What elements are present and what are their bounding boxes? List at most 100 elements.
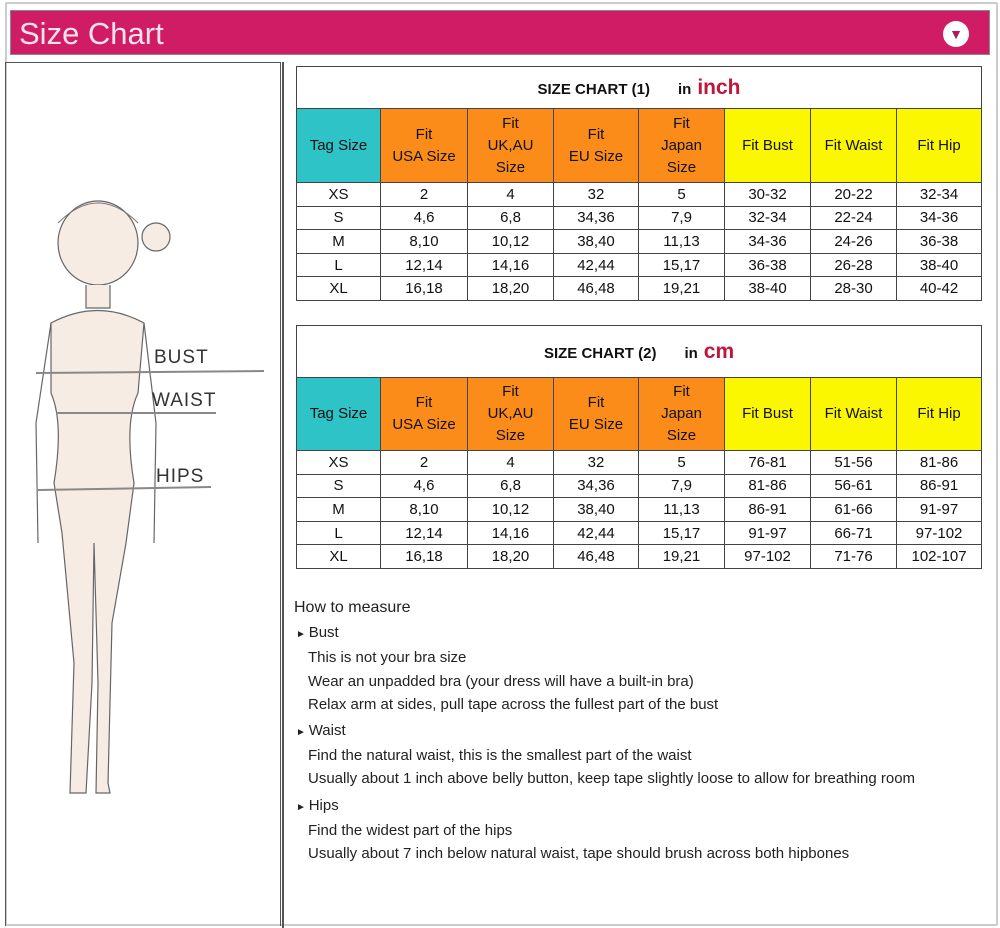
column-header-line: Fit Bust — [742, 405, 793, 422]
column-header-line: Fit — [673, 114, 690, 132]
column-header-line: USA Size — [392, 147, 456, 165]
table-cell: 61-66 — [810, 497, 897, 522]
column-header-line: Fit — [502, 383, 519, 400]
unit-prefix: in — [678, 80, 692, 98]
column-header: Tag Size — [296, 108, 381, 183]
column-header-line: EU Size — [568, 416, 624, 433]
table-cell: 12,14 — [380, 520, 468, 546]
measure-instruction: Find the widest part of the hips — [308, 821, 513, 839]
column-header-line: Fit Waist — [824, 405, 883, 422]
table-cell: 20-22 — [810, 182, 897, 207]
column-header-line: Fit — [673, 383, 690, 400]
table-cell: 97-102 — [895, 520, 983, 546]
column-header-line: Fit — [587, 125, 605, 143]
table-cell: 18,20 — [467, 544, 554, 569]
divider — [282, 62, 284, 928]
header-title: Size Chart — [19, 16, 164, 51]
table-cell: 5 — [638, 450, 725, 475]
measure-instruction: Usually about 1 inch above belly button,… — [308, 770, 916, 788]
table-row: XS 2 4 32 5 30-32 20-22 32-34 — [296, 182, 983, 207]
chevron-down-circle-icon[interactable]: ▼ — [943, 21, 969, 47]
table-cell: 14,16 — [467, 520, 554, 546]
table-cell: 38-40 — [895, 252, 983, 278]
table-cell: 2 — [380, 450, 468, 475]
table-cell: 30-32 — [724, 182, 811, 207]
column-header: Tag Size — [296, 377, 381, 451]
column-header-line: Size — [495, 427, 526, 444]
column-header: Fit UK,AU Size — [467, 377, 554, 451]
table-cell: XS — [296, 450, 381, 475]
column-header-line: Size — [495, 158, 526, 176]
table-cell: 19,21 — [638, 276, 725, 301]
table-row: XL 16,18 18,20 46,48 19,21 97-102 71-76 102-107 — [296, 544, 983, 569]
column-header-line: Tag Size — [309, 136, 368, 154]
table-cell: 32-34 — [895, 182, 983, 207]
table-cell: 26-28 — [810, 252, 897, 278]
column-header: Fit Waist — [810, 377, 897, 451]
table-cell: 6,8 — [467, 473, 554, 499]
column-header-line: USA Size — [392, 416, 456, 433]
table-cell: 16,18 — [380, 276, 468, 301]
column-header-line: Tag Size — [309, 405, 368, 422]
table-cell: 10,12 — [467, 497, 554, 522]
column-header-line: Fit — [415, 394, 433, 411]
column-header: Fit Japan Size — [638, 377, 725, 451]
column-header-line: UK,AU — [487, 405, 534, 422]
table-cell: 81-86 — [895, 450, 983, 475]
column-header-line: UK,AU — [487, 136, 534, 154]
table-cell: S — [296, 205, 381, 231]
table-cell: 91-97 — [895, 497, 983, 522]
column-header-line: Japan — [661, 405, 702, 422]
table-cell: 34-36 — [724, 229, 811, 254]
table-cell: 8,10 — [380, 497, 468, 522]
table-cell: 15,17 — [638, 252, 725, 278]
table-cell: 32 — [553, 450, 639, 475]
table-cell: 6,8 — [467, 205, 554, 231]
measure-section-heading: ► Waist — [294, 719, 915, 744]
measure-instruction: This is not your bra size — [308, 649, 467, 667]
column-header: Fit USA Size — [380, 108, 468, 183]
table-cell: 34-36 — [895, 205, 983, 231]
table-cell: 15,17 — [638, 520, 725, 546]
how-to-measure: How to measure ► Bust This is not your br… — [294, 596, 915, 865]
table-cell: 91-97 — [724, 520, 811, 546]
table-cell: 12,14 — [380, 252, 468, 278]
table-cell: 86-91 — [895, 473, 983, 499]
table-cell: 14,16 — [467, 252, 554, 278]
size-chart-header[interactable]: Size Chart ▼ — [10, 10, 990, 55]
column-header: Fit UK,AU Size — [467, 108, 554, 183]
table-cell: 5 — [638, 182, 725, 207]
table-cell: 36-38 — [724, 252, 811, 278]
table-row: L 12,14 14,16 42,44 15,17 91-97 66-71 97-102 — [296, 520, 983, 546]
column-header: Fit Hip — [895, 377, 983, 451]
table-row: XS 2 4 32 5 76-81 51-56 81-86 — [296, 450, 983, 475]
column-header: Fit EU Size — [553, 377, 639, 451]
arrow-right-icon: ► — [296, 801, 309, 813]
table-cell: 56-61 — [810, 473, 897, 499]
table-cell: XS — [296, 182, 381, 207]
table-cell: 28-30 — [810, 276, 897, 301]
size-chart-inch-table: SIZE CHART (1) in inch Tag Size Fit USA Size F… — [295, 66, 983, 301]
bust-label: BUST — [154, 347, 209, 368]
table-cell: 66-71 — [810, 520, 897, 546]
table-cell: 4,6 — [380, 473, 468, 499]
column-header-line: Fit Waist — [824, 136, 883, 154]
table-cell: 38,40 — [553, 229, 639, 254]
table-cell: M — [296, 497, 381, 522]
unit-label: inch — [697, 75, 741, 99]
table-cell: L — [296, 252, 381, 278]
table-cell: 19,21 — [638, 544, 725, 569]
table-cell: 22-24 — [810, 205, 897, 231]
table-cell: 2 — [380, 182, 468, 207]
table-cell: 32-34 — [724, 205, 811, 231]
table-cell: 7,9 — [638, 473, 725, 499]
table-cell: 71-76 — [810, 544, 897, 569]
table-cell: 51-56 — [810, 450, 897, 475]
unit-prefix: in — [684, 344, 698, 362]
table-title: SIZE CHART (1) in inch — [295, 66, 983, 109]
column-header: Fit USA Size — [380, 377, 468, 451]
column-header: Fit Bust — [724, 108, 811, 183]
section-name: Waist — [308, 722, 346, 740]
table-cell: 81-86 — [724, 473, 811, 499]
table-cell: 4 — [467, 450, 554, 475]
